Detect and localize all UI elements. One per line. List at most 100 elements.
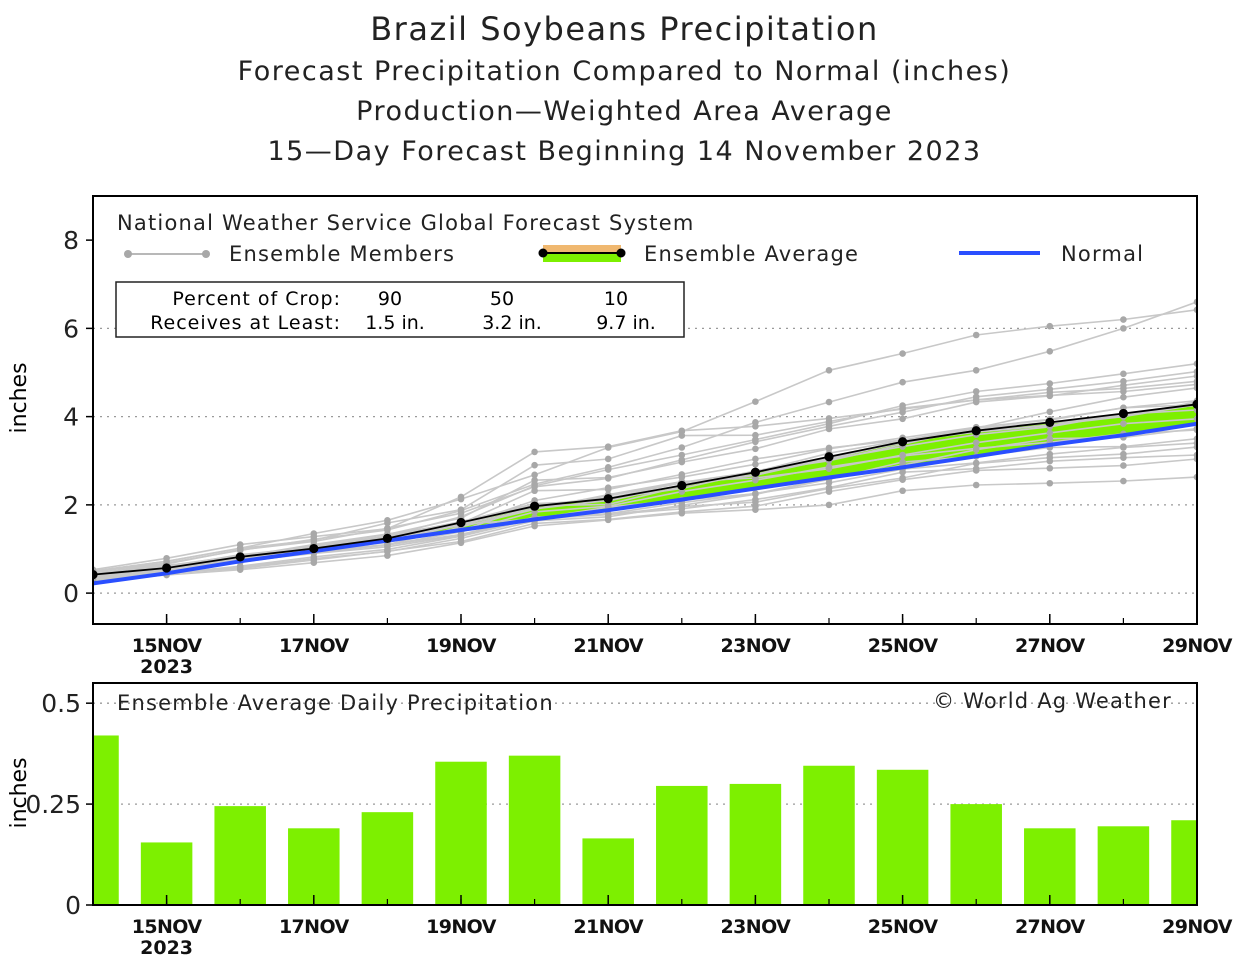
member-point (972, 467, 980, 474)
precip-bar (729, 783, 782, 905)
member-point (825, 398, 833, 406)
member-point (531, 522, 538, 530)
member-point (1046, 392, 1054, 400)
member-point (678, 488, 686, 495)
member-point (678, 458, 686, 466)
x-tick-label: 19NOV (426, 916, 497, 938)
member-point (236, 563, 244, 571)
member-point (604, 513, 612, 521)
member-line (93, 458, 1197, 581)
legend-normal-label: Normal (1061, 242, 1144, 266)
member-point (752, 431, 759, 439)
crop-row2-label: Receives at Least: (150, 312, 341, 334)
y-tick-label: 0.5 (41, 689, 81, 718)
member-point (752, 445, 759, 453)
member-point (752, 423, 759, 430)
precip-bar (656, 785, 708, 905)
member-point (531, 487, 538, 495)
member-point (899, 404, 906, 412)
member-point (1120, 443, 1127, 450)
member-line (93, 476, 1197, 582)
member-point (1120, 316, 1127, 323)
ensemble-average-point (93, 569, 98, 580)
ensemble-average-point (162, 563, 172, 573)
member-point (972, 481, 980, 489)
y-tick-label: 6 (63, 314, 79, 343)
member-point (384, 519, 391, 527)
member-point (1120, 477, 1127, 485)
member-point (1046, 464, 1054, 472)
member-point (752, 438, 759, 446)
x-tick-label: 29NOV (1162, 916, 1233, 938)
member-point (752, 496, 759, 503)
ensemble-members (93, 298, 1197, 585)
member-point (678, 509, 686, 517)
precip-bar (214, 806, 266, 905)
member-point (1120, 454, 1127, 461)
member-point (1120, 420, 1127, 427)
member-point (678, 427, 686, 435)
member-point (972, 439, 980, 446)
crop-row1-value: 90 (378, 288, 402, 310)
member-point (1120, 325, 1127, 332)
crop-row1-label: Percent of Crop: (172, 288, 341, 310)
legend-members-label: Ensemble Members (229, 242, 455, 266)
ensemble-average-point (898, 437, 908, 447)
crop-row2-value: 3.2 in. (482, 312, 542, 334)
x-tick-label: 25NOV (868, 916, 939, 938)
member-point (825, 501, 833, 509)
top-y-axis: 0 2 4 6 8 (63, 226, 93, 608)
copyright-annotation: © World Ag Weather (933, 689, 1172, 713)
member-point (972, 398, 980, 406)
member-point (384, 548, 391, 555)
precip-bar (1097, 826, 1150, 905)
precip-bar (803, 765, 855, 905)
bottom-plot-frame (92, 682, 1198, 906)
x-tick-label: 23NOV (721, 635, 792, 657)
precip-bar (140, 842, 193, 905)
x-tick-label: 15NOV (132, 916, 203, 938)
x-tick-year: 2023 (140, 656, 193, 678)
legend-title: National Weather Service Global Forecast… (117, 211, 694, 235)
member-point (531, 476, 538, 484)
y-tick-label: 2 (63, 491, 79, 520)
top-plot-frame (92, 195, 1198, 625)
precip-bar (876, 769, 929, 905)
crop-row1-value: 10 (604, 288, 628, 310)
ensemble-average-point (1045, 417, 1055, 427)
bottom-y-axis-label: inches (7, 757, 32, 828)
member-point (1046, 408, 1054, 416)
precip-bar (508, 755, 561, 905)
member-point (384, 525, 391, 532)
ensemble-average-point (824, 452, 834, 462)
x-tick-label: 25NOV (868, 635, 939, 657)
member-point (604, 474, 612, 481)
precip-bar (1024, 828, 1076, 905)
x-tick-label: 21NOV (573, 916, 644, 938)
member-point (825, 488, 833, 495)
ensemble-average-point (750, 467, 761, 477)
ensemble-average-point (235, 552, 245, 562)
member-point (752, 455, 759, 463)
precip-bar (93, 735, 119, 905)
member-point (531, 471, 538, 479)
crop-row2-value: 1.5 in. (365, 312, 425, 334)
member-point (457, 506, 465, 514)
member-point (972, 331, 980, 339)
normal-line (93, 421, 1197, 586)
chart-subtitle-1: Forecast Precipitation Compared to Norma… (237, 56, 1012, 87)
member-point (899, 458, 906, 466)
crop-row1-value: 50 (490, 288, 514, 310)
member-point (752, 398, 759, 405)
chart-subtitle-2: Production—Weighted Area Average (356, 96, 893, 127)
member-point (457, 493, 465, 501)
legend-members-swatch (124, 250, 210, 258)
member-point (752, 490, 759, 498)
member-point (972, 446, 980, 454)
member-point (1046, 479, 1054, 487)
ensemble-average-point (309, 543, 319, 554)
ensemble-average-point (382, 533, 392, 544)
chart-titles: Brazil Soybeans Precipitation Forecast P… (0, 6, 1249, 172)
ensemble-average-line (93, 403, 1197, 576)
